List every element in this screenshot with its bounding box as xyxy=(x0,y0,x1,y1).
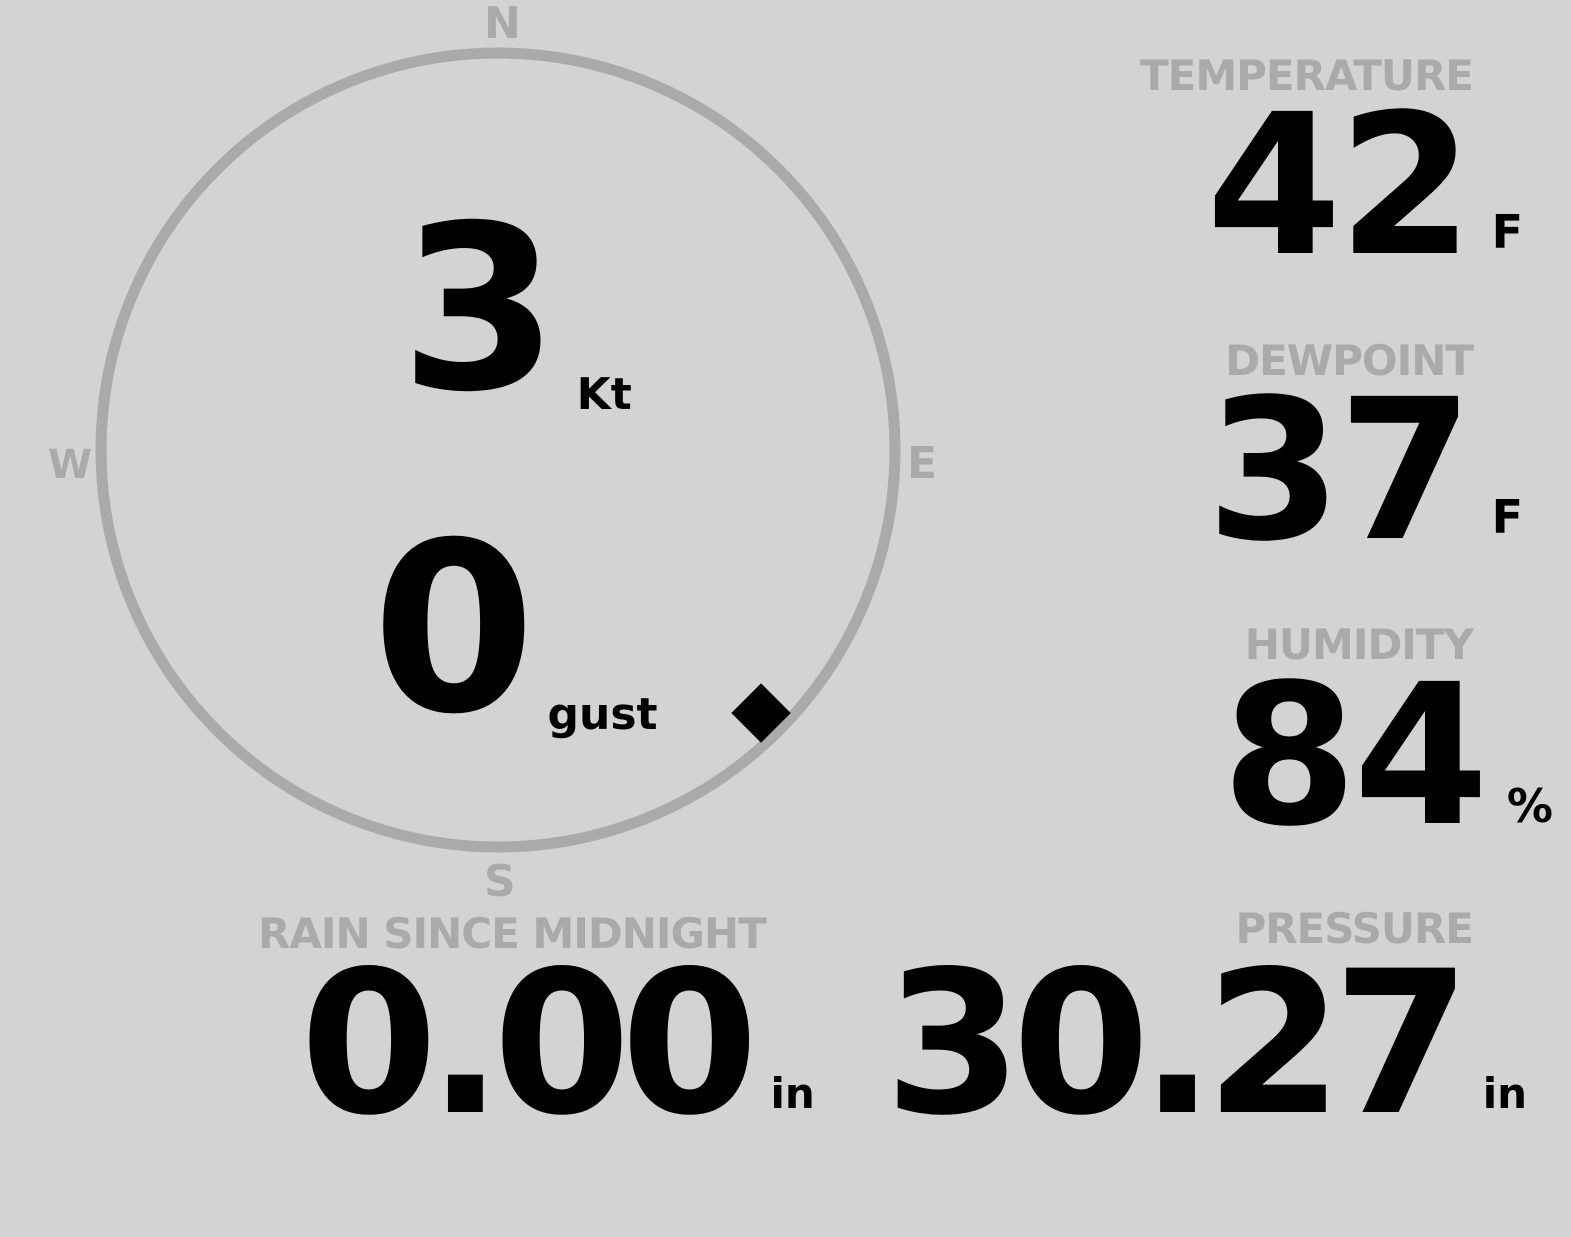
wind-speed: 3 Kt xyxy=(400,195,632,423)
dewpoint-label: DEWPOINT xyxy=(1225,336,1474,385)
rain-label: RAIN SINCE MIDNIGHT xyxy=(258,909,767,958)
pressure-label: PRESSURE xyxy=(1235,904,1474,953)
compass-ring xyxy=(95,47,901,853)
humidity-label: HUMIDITY xyxy=(1244,620,1474,669)
dewpoint-reading: 37 F xyxy=(1206,373,1523,568)
temperature-card: TEMPERATURE xyxy=(1140,51,1474,100)
pressure-value: 30.27 xyxy=(884,928,1470,1159)
wind-gust-value: 0 xyxy=(372,493,536,766)
humidity-value: 84 xyxy=(1221,642,1489,869)
compass-north: N xyxy=(484,0,521,49)
wind-speed-value: 3 xyxy=(400,176,559,442)
pressure-reading: 30.27 in xyxy=(884,945,1527,1143)
dewpoint-value: 37 xyxy=(1206,357,1473,584)
pressure-unit: in xyxy=(1482,1069,1527,1118)
humidity-card: HUMIDITY xyxy=(1244,620,1474,669)
rain-value: 0.00 xyxy=(300,928,759,1159)
rain-unit: in xyxy=(770,1069,815,1118)
temperature-value: 42 xyxy=(1206,72,1473,299)
compass-west: W xyxy=(48,442,93,488)
rain-reading: 0.00 in xyxy=(300,945,815,1143)
wind-gust: 0 gust xyxy=(372,512,658,747)
compass-east: E xyxy=(907,438,938,489)
wind-gust-unit: gust xyxy=(547,689,658,740)
humidity-unit: % xyxy=(1506,779,1553,833)
compass-south: S xyxy=(484,856,516,907)
pressure-card: PRESSURE xyxy=(1235,904,1474,953)
dewpoint-unit: F xyxy=(1491,490,1523,544)
humidity-reading: 84 % xyxy=(1222,658,1553,853)
temperature-label: TEMPERATURE xyxy=(1140,51,1474,100)
temperature-unit: F xyxy=(1491,205,1523,259)
temperature-reading: 42 F xyxy=(1206,88,1523,283)
dewpoint-card: DEWPOINT xyxy=(1225,336,1474,385)
wind-speed-unit: Kt xyxy=(576,369,632,420)
